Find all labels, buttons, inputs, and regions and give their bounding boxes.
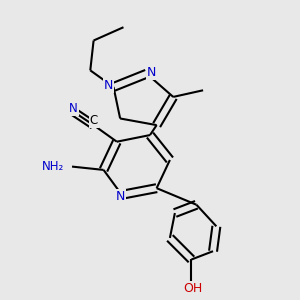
Text: C: C — [89, 114, 98, 127]
Text: NH₂: NH₂ — [41, 160, 64, 173]
Text: N: N — [69, 102, 78, 115]
Text: N: N — [116, 190, 125, 203]
Text: N: N — [147, 65, 156, 79]
Text: OH: OH — [184, 282, 203, 295]
Text: N: N — [104, 79, 113, 92]
